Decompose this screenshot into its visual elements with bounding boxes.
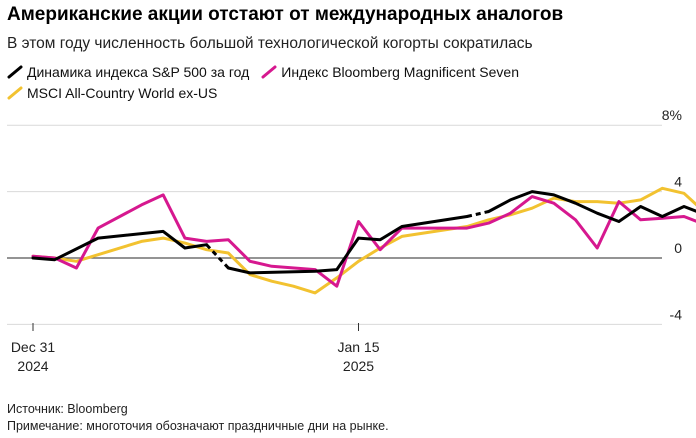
legend-item-msci: MSCI All-Country World ex-US xyxy=(7,85,217,101)
legend: Динамика индекса S&P 500 за год Индекс B… xyxy=(7,61,687,103)
chart-title: Американские акции отстают от международ… xyxy=(7,4,564,25)
legend-label-mag7: Индекс Bloomberg Magnificent Seven xyxy=(281,63,519,80)
legend-label-sp500: Динамика индекса S&P 500 за год xyxy=(27,63,250,80)
series-gap-sp500 xyxy=(466,210,490,218)
x-tick-label-year: 2025 xyxy=(343,358,374,374)
x-tick-label-year: 2024 xyxy=(17,358,48,374)
legend-swatch-mag7 xyxy=(261,65,277,78)
y-tick-label: 0 xyxy=(674,240,682,256)
footer-note: Примечание: многоточия обозначают праздн… xyxy=(7,419,389,433)
series-line-sp500 xyxy=(31,229,209,262)
series-line-msci xyxy=(31,186,696,295)
series-line-sp500 xyxy=(487,190,696,223)
footer-source: Источник: Bloomberg xyxy=(7,402,128,416)
y-tick-label: 8% xyxy=(662,107,682,123)
series-line-sp500 xyxy=(226,215,469,275)
chart-subtitle: В этом году численность большой технолог… xyxy=(7,35,533,52)
legend-swatch-sp500 xyxy=(7,65,23,78)
y-tick-label: 4 xyxy=(674,174,682,190)
x-tick-label: Dec 31 xyxy=(11,339,56,355)
series-gap-sp500 xyxy=(205,243,230,269)
legend-item-sp500: Динамика индекса S&P 500 за год xyxy=(7,64,249,80)
y-tick-label: -4 xyxy=(670,306,683,322)
x-tick-label: Jan 15 xyxy=(337,339,379,355)
legend-swatch-msci xyxy=(7,86,23,99)
legend-item-mag7: Индекс Bloomberg Magnificent Seven xyxy=(261,64,519,80)
legend-label-msci: MSCI All-Country World ex-US xyxy=(27,84,218,101)
series-line-mag7 xyxy=(31,193,696,288)
